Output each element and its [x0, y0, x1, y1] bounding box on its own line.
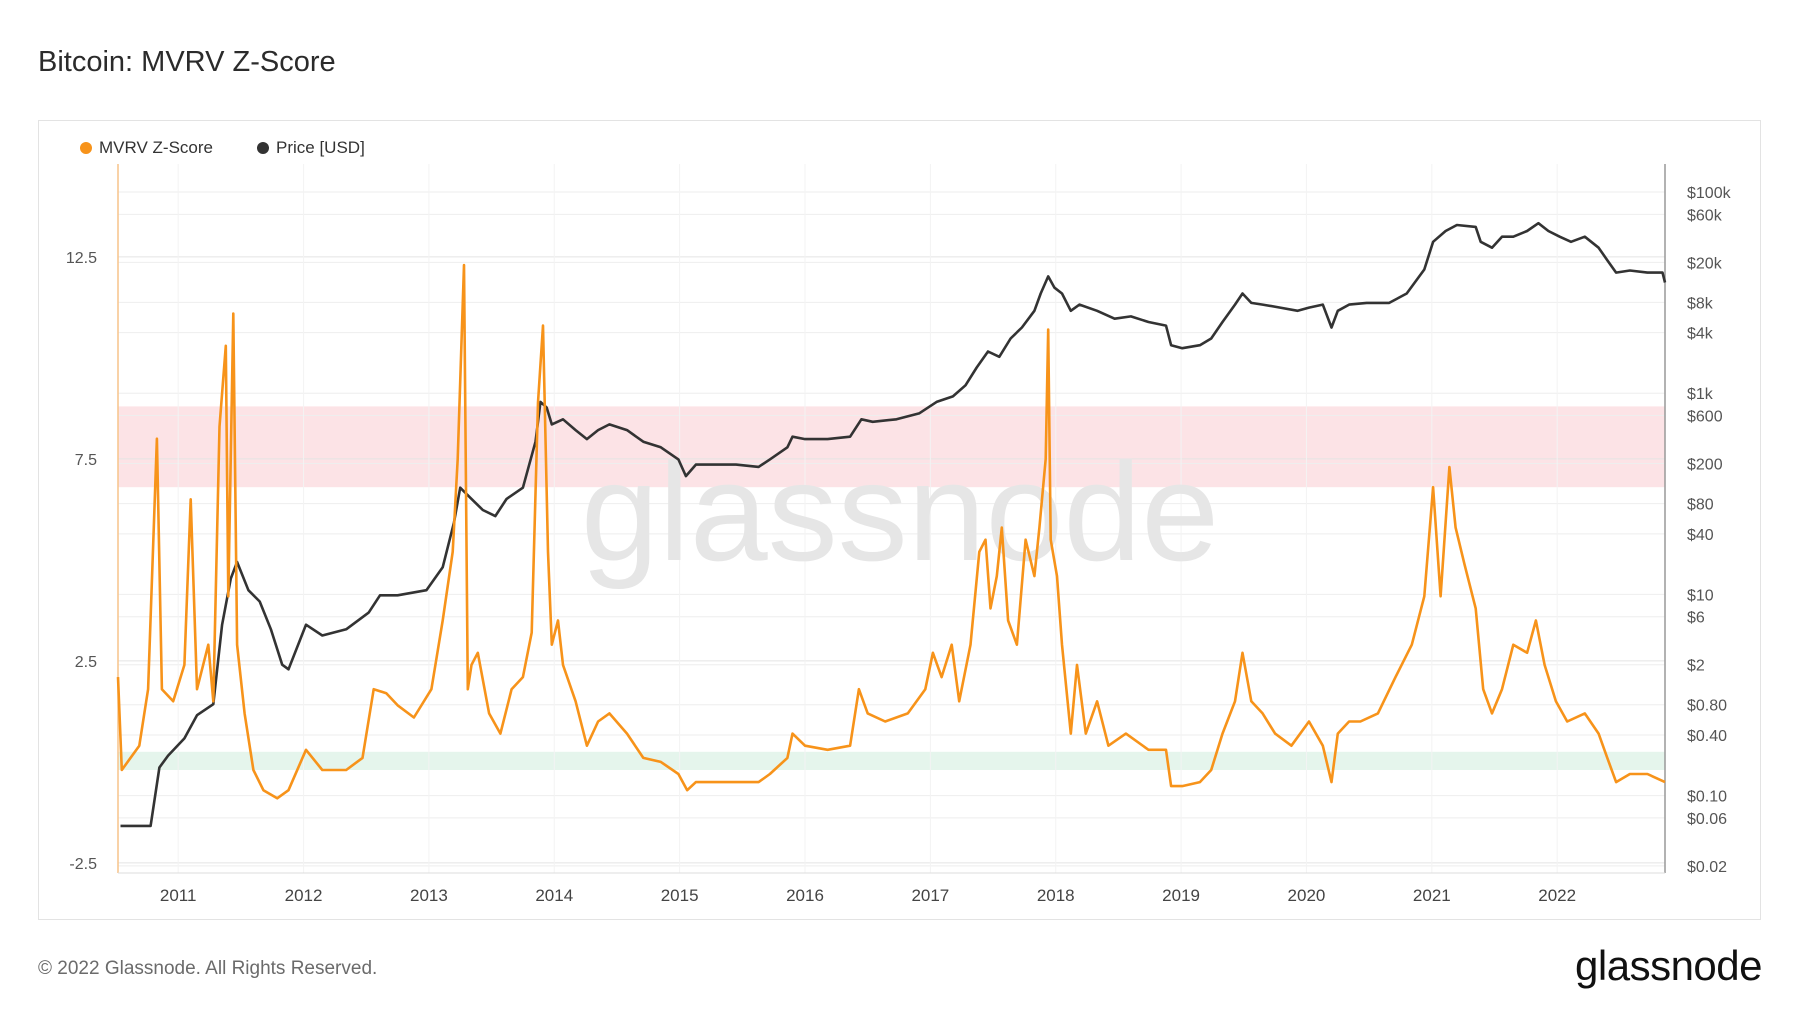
x-tick-label: 2014 [535, 886, 573, 905]
copyright: © 2022 Glassnode. All Rights Reserved. [38, 958, 378, 979]
right-tick-label: $6 [1687, 610, 1705, 627]
x-tick-label: 2017 [911, 886, 949, 905]
left-tick-label: 2.5 [75, 654, 97, 671]
legend-dot-icon [80, 142, 92, 154]
right-tick-label: $80 [1687, 497, 1714, 514]
right-axis-ticks: $100k $60k $20k $8k $4k $1k $600 $200 $80 $40 $10 $… [1687, 185, 1732, 876]
right-tick-label: $2 [1687, 658, 1705, 675]
legend-label: Price [USD] [276, 138, 365, 157]
right-tick-label: $0.06 [1687, 811, 1727, 828]
legend-item-price[interactable]: Price [USD] [257, 138, 365, 158]
x-tick-label: 2022 [1538, 886, 1576, 905]
series-line-price [120, 221, 1667, 828]
x-tick-label: 2021 [1413, 886, 1451, 905]
right-tick-label: $100k [1687, 185, 1732, 202]
glassnode-logo: glassnode [1575, 942, 1762, 989]
gridlines [118, 164, 1665, 873]
left-axis-ticks: 12.5 7.5 2.5 -2.5 [66, 250, 97, 873]
right-tick-label: $40 [1687, 527, 1714, 544]
legend-label: MVRV Z-Score [99, 138, 213, 157]
legend: MVRV Z-Score Price [USD] [80, 138, 365, 158]
chart-frame [38, 120, 1761, 920]
right-tick-label: $0.02 [1687, 859, 1727, 876]
x-tick-label: 2011 [160, 886, 197, 905]
x-tick-label: 2020 [1288, 886, 1326, 905]
right-tick-label: $60k [1687, 207, 1723, 224]
left-tick-label: 7.5 [75, 452, 97, 469]
series-lines [116, 221, 1667, 828]
left-tick-label: -2.5 [69, 856, 97, 873]
right-tick-label: $0.40 [1687, 728, 1727, 745]
right-tick-label: $1k [1687, 386, 1714, 403]
right-tick-label: $20k [1687, 255, 1723, 272]
right-tick-label: $0.80 [1687, 698, 1727, 715]
x-tick-label: 2019 [1162, 886, 1200, 905]
watermark: glassnode [581, 433, 1219, 590]
x-tick-label: 2016 [786, 886, 824, 905]
right-tick-label: $200 [1687, 457, 1723, 474]
series-line-mvrv-z-score [116, 263, 1666, 800]
right-tick-label: $8k [1687, 295, 1714, 312]
x-tick-label: 2018 [1037, 886, 1075, 905]
right-tick-label: $0.10 [1687, 789, 1727, 806]
right-tick-label: $4k [1687, 326, 1714, 343]
x-axis-ticks: 2011 2012 2013 2014 2015 2016 2017 2018 2019 2020… [160, 886, 1576, 905]
x-tick-label: 2015 [661, 886, 699, 905]
right-tick-label: $10 [1687, 587, 1714, 604]
legend-dot-icon [257, 142, 269, 154]
left-tick-label: 12.5 [66, 250, 97, 267]
x-tick-label: 2013 [410, 886, 448, 905]
legend-item-mvrv[interactable]: MVRV Z-Score [80, 138, 213, 158]
band-green [118, 751, 1665, 770]
x-tick-label: 2012 [285, 886, 323, 905]
right-tick-label: $600 [1687, 409, 1723, 426]
chart-title: Bitcoin: MVRV Z-Score [38, 46, 336, 78]
